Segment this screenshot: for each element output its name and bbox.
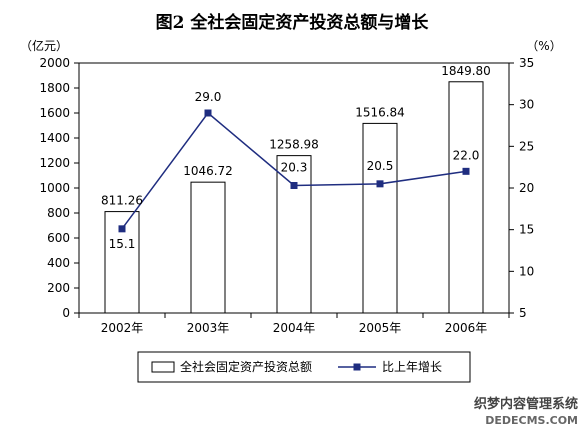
left-y-axis: 0 200 400 600 800 1000 1200 1400 1600 1800 2000 [39, 56, 79, 320]
growth-point [118, 225, 126, 233]
legend-line-label: 比上年增长 [382, 360, 442, 374]
bar-series [104, 81, 484, 314]
growth-value-label: 20.5 [367, 159, 394, 173]
bar [448, 81, 484, 314]
bar [276, 155, 312, 314]
bar-value-label: 1046.72 [183, 164, 233, 178]
chart-title: 图2 全社会固定资产投资总额与增长 [156, 12, 430, 33]
bar [190, 181, 226, 314]
bar-value-label: 1258.98 [269, 138, 319, 152]
bar-value-label: 1516.84 [355, 105, 405, 119]
bar-value-label: 1849.80 [441, 64, 491, 78]
x-tick-label: 2003年 [187, 321, 230, 335]
right-tick-label: 25 [519, 139, 534, 153]
x-tick-label: 2004年 [273, 321, 316, 335]
legend: 全社会固定资产投资总额 比上年增长 [137, 351, 471, 383]
growth-value-label: 22.0 [453, 148, 480, 162]
right-axis-unit: （%） [526, 39, 561, 53]
left-tick-label: 400 [47, 256, 70, 270]
legend-line-marker [353, 363, 361, 371]
bar-value-label: 811.26 [101, 194, 143, 208]
legend-box [137, 351, 471, 383]
left-tick-label: 1600 [39, 106, 70, 120]
legend-bar-label: 全社会固定资产投资总额 [180, 359, 312, 374]
right-tick-label: 15 [519, 223, 534, 237]
x-tick-label: 2006年 [445, 321, 488, 335]
watermark-line2: DEDECMS.COM [485, 414, 578, 427]
data-labels: 811.26 1046.72 1258.98 1516.84 1849.80 15.1 29… [101, 64, 491, 251]
right-y-axis: 5 10 15 20 25 30 35 [509, 56, 534, 320]
x-axis: 2002年 2003年 2004年 2005年 2006年 [78, 313, 510, 335]
watermark-line1: 织梦内容管理系统 [474, 396, 578, 412]
x-tick-label: 2002年 [101, 321, 144, 335]
bar [362, 122, 398, 314]
left-tick-label: 1000 [39, 181, 70, 195]
growth-value-label: 15.1 [109, 237, 136, 251]
growth-value-label: 29.0 [195, 90, 222, 104]
growth-value-label: 20.3 [281, 161, 308, 175]
left-tick-label: 800 [47, 206, 70, 220]
right-tick-label: 20 [519, 181, 534, 195]
right-tick-label: 10 [519, 264, 534, 278]
left-tick-label: 0 [62, 306, 70, 320]
legend-bar-swatch [151, 361, 175, 373]
right-tick-label: 35 [519, 56, 534, 70]
left-tick-label: 200 [47, 281, 70, 295]
left-axis-unit: （亿元） [20, 38, 68, 53]
growth-point [290, 182, 298, 189]
x-tick-label: 2005年 [359, 321, 402, 335]
left-tick-label: 2000 [39, 56, 70, 70]
line-series [118, 109, 470, 233]
growth-point [204, 109, 212, 117]
right-tick-label: 30 [519, 98, 534, 112]
left-tick-label: 1200 [39, 156, 70, 170]
left-tick-label: 1800 [39, 81, 70, 95]
left-tick-label: 600 [47, 231, 70, 245]
growth-point [462, 167, 470, 175]
right-tick-label: 5 [519, 306, 527, 320]
growth-point [376, 180, 384, 188]
left-tick-label: 1400 [39, 131, 70, 145]
